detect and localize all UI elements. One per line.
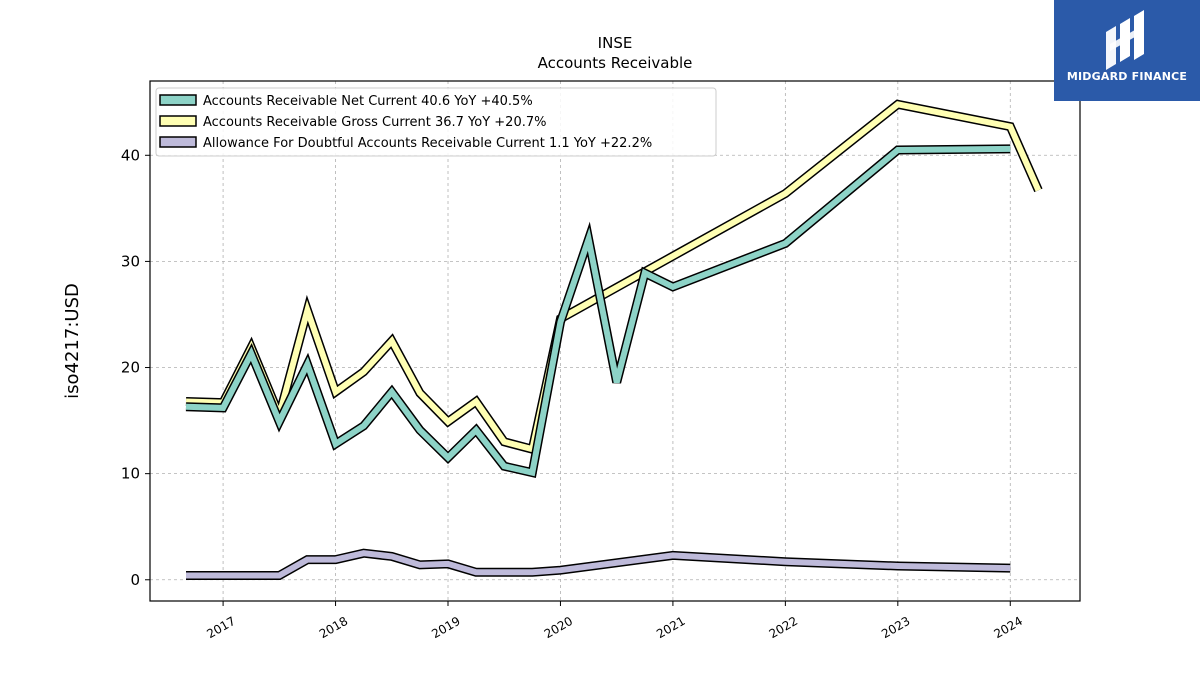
x-tick-label: 2018 [317, 614, 350, 641]
x-tick-label: 2024 [992, 614, 1025, 641]
legend-box [155, 87, 717, 157]
legend-label: Allowance For Doubtful Accounts Receivab… [203, 136, 652, 151]
x-tick-label: 2021 [654, 614, 687, 641]
series-0 [185, 144, 1011, 479]
series-2 [186, 548, 1011, 580]
legend: Accounts Receivable Net Current 40.6 YoY… [155, 87, 717, 157]
y-tick-label: 10 [121, 465, 140, 483]
series-line [186, 550, 1011, 579]
series-line [185, 145, 1011, 477]
brand-logo: MIDGARD FINANCE [1054, 0, 1200, 101]
x-tick-label: 2017 [204, 614, 237, 641]
legend-swatch [159, 136, 197, 148]
logo-text: MIDGARD FINANCE [1066, 70, 1188, 83]
logo-mark-icon [1106, 10, 1144, 70]
y-tick-label: 30 [121, 252, 140, 270]
legend-label: Accounts Receivable Gross Current 36.7 Y… [203, 115, 546, 130]
y-axis-label: iso4217:USD [62, 283, 83, 399]
plot-frame [149, 80, 1081, 602]
x-tick-label: 2020 [542, 614, 575, 641]
legend-label: Accounts Receivable Net Current 40.6 YoY… [203, 94, 533, 109]
y-tick-label: 0 [130, 571, 140, 589]
y-tick-label: 40 [121, 146, 140, 164]
legend-swatch [159, 94, 197, 106]
x-tick-label: 2022 [767, 614, 800, 641]
x-tick-label: 2019 [429, 614, 462, 641]
chart-title: INSE [598, 34, 633, 52]
legend-swatch [159, 115, 197, 127]
x-tick-label: 2023 [879, 614, 912, 641]
series-lines [185, 99, 1043, 580]
grid [150, 81, 1080, 601]
y-tick-label: 20 [121, 359, 140, 377]
chart-subtitle: Accounts Receivable [538, 54, 693, 72]
